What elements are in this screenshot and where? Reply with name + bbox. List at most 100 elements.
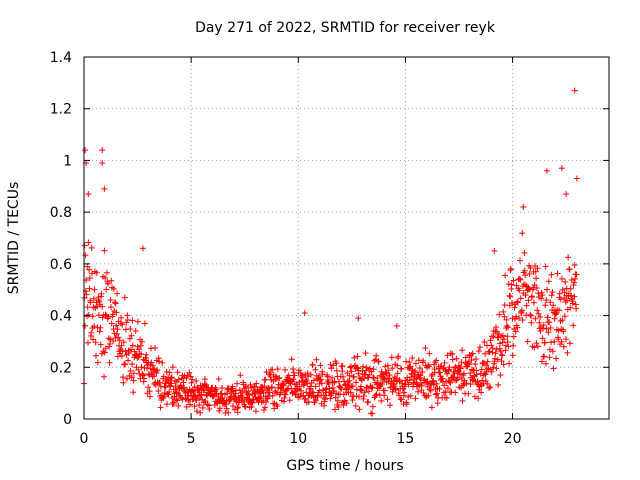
data-point bbox=[487, 383, 494, 390]
data-point bbox=[130, 370, 137, 377]
data-point bbox=[310, 377, 317, 384]
data-point bbox=[81, 242, 88, 249]
data-point bbox=[91, 286, 98, 293]
data-point bbox=[166, 369, 173, 376]
data-point bbox=[354, 353, 361, 360]
data-point bbox=[548, 339, 555, 346]
data-point bbox=[405, 381, 412, 388]
data-point bbox=[433, 357, 440, 364]
data-point bbox=[168, 380, 175, 387]
data-point bbox=[510, 277, 517, 284]
data-point bbox=[444, 370, 451, 377]
data-point bbox=[309, 362, 316, 369]
data-point bbox=[196, 402, 203, 409]
data-point bbox=[383, 370, 390, 377]
data-point bbox=[307, 371, 314, 378]
data-point bbox=[191, 403, 198, 410]
data-point bbox=[520, 203, 527, 210]
data-point bbox=[98, 350, 105, 357]
data-point bbox=[180, 379, 187, 386]
data-point bbox=[509, 299, 516, 306]
data-point bbox=[551, 315, 558, 322]
data-point bbox=[517, 295, 524, 302]
data-point bbox=[433, 390, 440, 397]
data-point bbox=[297, 369, 304, 376]
data-point bbox=[556, 307, 563, 314]
data-point bbox=[101, 349, 108, 356]
data-point bbox=[282, 391, 289, 398]
data-point bbox=[517, 276, 524, 283]
data-point bbox=[193, 378, 200, 385]
data-point bbox=[274, 403, 281, 410]
data-point bbox=[571, 262, 578, 269]
data-point bbox=[538, 358, 545, 365]
data-point bbox=[127, 367, 134, 374]
data-point bbox=[482, 371, 489, 378]
data-point bbox=[168, 374, 175, 381]
data-point bbox=[346, 372, 353, 379]
data-point bbox=[112, 300, 119, 307]
data-point bbox=[573, 305, 580, 312]
data-point bbox=[274, 366, 281, 373]
data-point bbox=[478, 389, 485, 396]
data-point bbox=[543, 297, 550, 304]
data-point bbox=[502, 342, 509, 349]
data-point bbox=[323, 372, 330, 379]
data-point bbox=[511, 325, 518, 332]
y-tick-label: 0.2 bbox=[50, 360, 72, 376]
data-point bbox=[85, 239, 92, 246]
data-point bbox=[505, 281, 512, 288]
data-point bbox=[511, 316, 518, 323]
data-point bbox=[563, 191, 570, 198]
data-point bbox=[490, 333, 497, 340]
data-point bbox=[514, 324, 521, 331]
data-point bbox=[114, 290, 121, 297]
data-point bbox=[132, 327, 139, 334]
data-point bbox=[471, 393, 478, 400]
data-point bbox=[553, 310, 560, 317]
data-point bbox=[562, 278, 569, 285]
data-point bbox=[242, 403, 249, 410]
data-point bbox=[349, 397, 356, 404]
data-point bbox=[484, 380, 491, 387]
data-point bbox=[188, 388, 195, 395]
data-point bbox=[449, 351, 456, 358]
data-point bbox=[360, 393, 367, 400]
data-point bbox=[295, 367, 302, 374]
data-point bbox=[452, 389, 459, 396]
data-point bbox=[95, 294, 102, 301]
data-point bbox=[85, 191, 92, 198]
data-point bbox=[138, 351, 145, 358]
data-point bbox=[534, 307, 541, 314]
data-point bbox=[560, 343, 567, 350]
data-point bbox=[296, 383, 303, 390]
data-point bbox=[426, 350, 433, 357]
data-point bbox=[130, 377, 137, 384]
data-point bbox=[105, 335, 112, 342]
data-point bbox=[139, 245, 146, 252]
data-point bbox=[493, 365, 500, 372]
data-point bbox=[542, 263, 549, 270]
data-point bbox=[355, 315, 362, 322]
data-point bbox=[459, 347, 466, 354]
data-point bbox=[110, 338, 117, 345]
data-point bbox=[446, 364, 453, 371]
data-point bbox=[315, 372, 322, 379]
data-point bbox=[120, 339, 127, 346]
data-point bbox=[343, 400, 350, 407]
data-point bbox=[362, 367, 369, 374]
data-point bbox=[556, 290, 563, 297]
data-point bbox=[206, 406, 213, 413]
data-point bbox=[405, 393, 412, 400]
data-point bbox=[175, 376, 182, 383]
data-point bbox=[489, 345, 496, 352]
data-point bbox=[505, 343, 512, 350]
data-point bbox=[113, 309, 120, 316]
data-point bbox=[545, 278, 552, 285]
data-point bbox=[466, 352, 473, 359]
data-point bbox=[490, 364, 497, 371]
data-point bbox=[252, 408, 259, 415]
data-point bbox=[561, 289, 568, 296]
data-point bbox=[141, 375, 148, 382]
